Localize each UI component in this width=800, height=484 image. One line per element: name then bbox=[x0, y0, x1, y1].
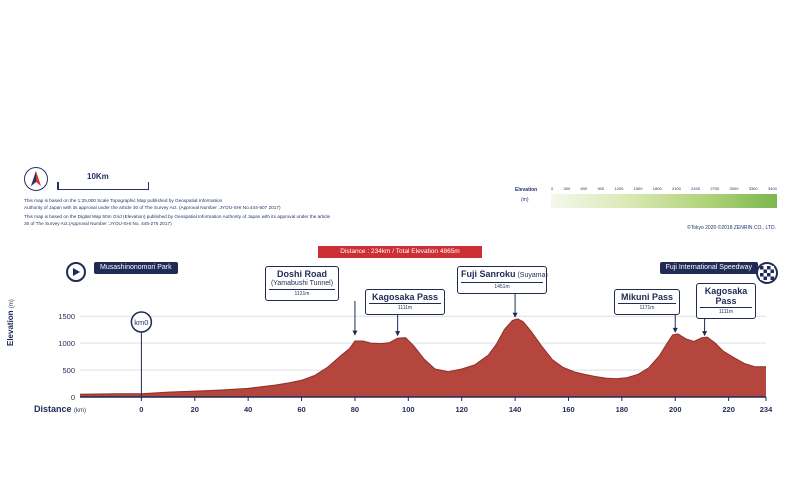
x-axis-label: Distance bbox=[34, 404, 72, 414]
legend-ticks: 0 300 600 900 1200 1500 1800 2100 2400 2700 3000 33… bbox=[551, 186, 777, 191]
annotation-callout: Kagosaka Pass 1111m bbox=[696, 283, 756, 319]
legend-color-ramp bbox=[551, 194, 777, 208]
start-label: Musashinonomori Park bbox=[94, 262, 178, 274]
annotation-callout: Doshi Road (Yamabushi Tunnel) 1121m bbox=[265, 266, 339, 301]
annotation-pointer-tip bbox=[512, 312, 518, 318]
north-arrow-icon bbox=[24, 167, 48, 191]
annotation-elevation: 1111m bbox=[700, 307, 752, 315]
annotation-pointer-tip bbox=[395, 331, 401, 337]
x-tick-label: 120 bbox=[455, 405, 468, 414]
legend-unit: (m) bbox=[521, 197, 529, 203]
legend-tick: 900 bbox=[597, 186, 605, 191]
x-tick-label: 40 bbox=[244, 405, 252, 414]
legend-tick: 300 bbox=[563, 186, 571, 191]
x-tick-label: 220 bbox=[722, 405, 735, 414]
km0-marker: km0 bbox=[130, 311, 153, 397]
annotation-elevation: 1171m bbox=[618, 303, 676, 311]
finish-label: Fuji International Speedway bbox=[659, 262, 758, 274]
legend-tick: 2100 bbox=[671, 186, 681, 191]
x-tick-label: 200 bbox=[669, 405, 682, 414]
annotation-pointer-tip bbox=[352, 330, 358, 336]
legend-tick: 3400 bbox=[767, 186, 777, 191]
y-tick-label: 500 bbox=[62, 366, 75, 375]
y-tick-label: 0 bbox=[71, 393, 75, 402]
checkered-flag-icon bbox=[756, 262, 778, 284]
km0-circle bbox=[130, 311, 153, 333]
annotation-pointer-tip bbox=[672, 327, 678, 333]
legend-tick: 2700 bbox=[710, 186, 720, 191]
legend-tick: 3300 bbox=[748, 186, 758, 191]
x-tick-label: 20 bbox=[191, 405, 199, 414]
annotation-callout: Kagosaka Pass 1111m bbox=[365, 289, 445, 315]
legend-tick: 1200 bbox=[614, 186, 624, 191]
x-tick-label: 0 bbox=[139, 405, 143, 414]
annotation-subtitle: (Yamabushi Tunnel) bbox=[270, 280, 334, 287]
annotation-subtitle: Pass bbox=[715, 296, 737, 306]
x-tick-label: 180 bbox=[616, 405, 629, 414]
map-note-3: This map is based on the Digital Map 50m… bbox=[24, 214, 331, 219]
route-summary: Distance : 234km / Total Elevation 4865m bbox=[318, 246, 482, 258]
annotation-elevation: 1111m bbox=[369, 303, 441, 311]
annotation-pointers bbox=[352, 294, 708, 337]
annotation-name: Kagosaka Pass bbox=[369, 292, 441, 302]
scale-bar: 10Km bbox=[57, 172, 149, 190]
annotation-elevation: 1121m bbox=[269, 289, 335, 297]
annotation-callout: Fuji Sanroku (Suyama) 1451m bbox=[457, 266, 548, 294]
play-arrow-icon bbox=[66, 262, 86, 282]
annotation-callout: Mikuni Pass 1171m bbox=[614, 289, 680, 315]
annotation-name-text: Kagosaka bbox=[704, 286, 748, 296]
x-axis-title: Distance (km) bbox=[34, 404, 86, 414]
x-axis-unit: (km) bbox=[74, 408, 87, 414]
annotation-elevation: 1451m bbox=[461, 282, 543, 290]
annotation-name: Fuji Sanroku (Suyama) bbox=[461, 269, 548, 281]
scale-label: 10Km bbox=[87, 172, 109, 181]
legend-tick: 3000 bbox=[729, 186, 739, 191]
legend-tick: 600 bbox=[580, 186, 588, 191]
legend-tick: 0 bbox=[551, 186, 554, 191]
x-tick-label: 140 bbox=[509, 405, 522, 414]
annotation-name-text: Kagosaka Pass bbox=[371, 292, 439, 302]
axes: 0 20 40 60 80 100 120 140 160 180 200 220 234 0 500 100… bbox=[58, 312, 773, 414]
y-tick-label: 1500 bbox=[58, 312, 75, 321]
copyright: ©Tokyo 2020 ©2018 ZENRIN CO., LTD. bbox=[687, 225, 776, 231]
x-tick-label: 60 bbox=[297, 405, 305, 414]
y-tick-label: 1000 bbox=[58, 339, 75, 348]
x-tick-label: 160 bbox=[562, 405, 575, 414]
annotation-name-text: Mikuni Pass bbox=[620, 292, 674, 302]
legend-tick: 1800 bbox=[652, 186, 662, 191]
annotation-name-text: Fuji Sanroku bbox=[461, 269, 516, 279]
annotation-suffix: (Suyama) bbox=[515, 272, 548, 279]
annotation-pointer-tip bbox=[702, 331, 708, 337]
km0-label: km0 bbox=[134, 318, 148, 327]
elevation-legend: Elevation (m) 0 300 600 900 1200 1500 1800 2100… bbox=[515, 183, 777, 217]
annotation-name: Kagosaka bbox=[700, 286, 752, 296]
legend-title: Elevation bbox=[515, 187, 538, 193]
annotation-name: Mikuni Pass bbox=[618, 292, 676, 302]
x-tick-label: 80 bbox=[351, 405, 359, 414]
annotation-name: Doshi Road bbox=[269, 269, 335, 279]
legend-tick: 1500 bbox=[633, 186, 643, 191]
elevation-profile-line bbox=[79, 318, 766, 395]
x-tick-label: 100 bbox=[402, 405, 415, 414]
legend-tick: 2400 bbox=[691, 186, 701, 191]
map-note-4: 30 of The Survey Act.(Approval Number :J… bbox=[24, 221, 172, 226]
annotation-name-text: Doshi Road bbox=[276, 269, 327, 279]
map-note-1: This map is based on the 1:25,000 Scale … bbox=[24, 198, 223, 203]
map-note-2: Authority of Japan with its approval und… bbox=[24, 205, 281, 210]
x-tick-label: 234 bbox=[760, 405, 773, 414]
